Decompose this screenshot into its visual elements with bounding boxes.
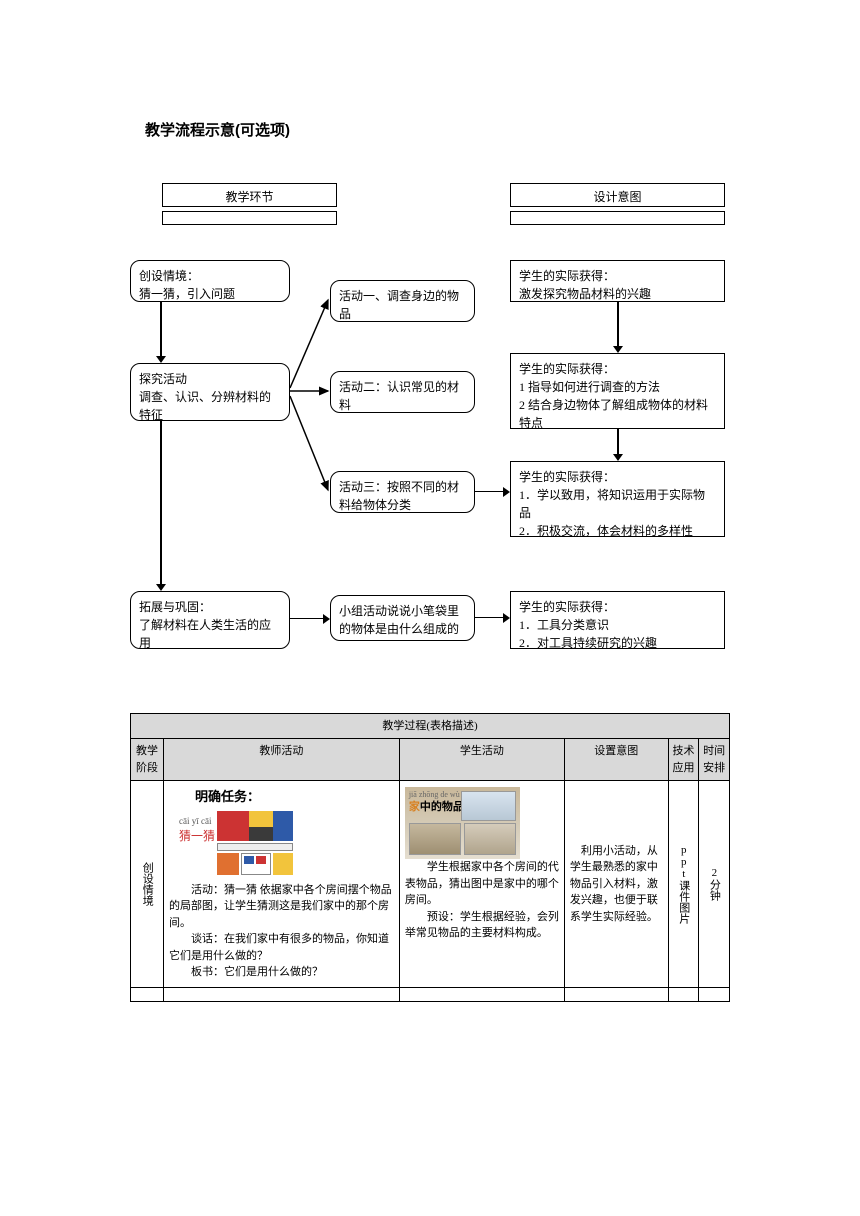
group-activity: 小组活动说说小笔袋里的物体是由什么组成的 [330, 595, 475, 641]
activity-3: 活动三：按照不同的材料给物体分类 [330, 471, 475, 513]
process-table: 教学过程(表格描述) 教学阶段 教师活动 学生活动 设置意图 技术应用 时间安排… [130, 713, 730, 1002]
table-row: 创设情境 明确任务： cāi yī cāi 猜一猜 活动：猜一猜 依据家中各个房… [131, 781, 730, 988]
node-explore: 探究活动 调查、认识、分辨材料的特征 [130, 363, 290, 421]
teacher-p3: 板书：它们是用什么做的？ [169, 964, 394, 981]
r4-l1: 1．工具分类意识 [519, 616, 716, 634]
cell-stage: 创设情境 [131, 781, 164, 988]
r4-t: 学生的实际获得： [519, 598, 716, 616]
teacher-p2: 谈话：在我们家中有很多的物品，你知道它们是用什么做的？ [169, 931, 394, 964]
r4-l2: 2．对工具持续研究的兴趣 [519, 634, 716, 652]
th-teacher: 教师活动 [164, 739, 400, 781]
header-left: 教学环节 [162, 183, 337, 207]
th-student: 学生活动 [399, 739, 564, 781]
th-intent: 设置意图 [564, 739, 668, 781]
result-2: 学生的实际获得： 1 指导如何进行调查的方法 2 结合身边物体了解组成物体的材料… [510, 353, 725, 429]
cell-teacher: 明确任务： cāi yī cāi 猜一猜 活动：猜一猜 依据家中各个房间摆个物品… [164, 781, 400, 988]
student-p1: 学生根据家中各个房间的代表物品，猜出图中是家中的哪个房间。 [405, 859, 559, 909]
result-1: 学生的实际获得： 激发探究物品材料的兴趣 [510, 260, 725, 302]
th-tech: 技术应用 [668, 739, 699, 781]
th-stage: 教学阶段 [131, 739, 164, 781]
r1-t: 学生的实际获得： [519, 267, 716, 285]
header-right-under [510, 211, 725, 225]
node-extend: 拓展与巩固： 了解材料在人类生活的应用 [130, 591, 290, 649]
student-p2: 预设：学生根据经验，会列举常见物品的主要材料构成。 [405, 909, 559, 942]
cell-intent: 利用小活动，从学生最熟悉的家中物品引入材料，激发兴趣，也便于联系学生实际经验。 [564, 781, 668, 988]
arrow-n3-group [290, 618, 324, 620]
cell-time: 2分钟 [699, 781, 730, 988]
n2-l2: 调查、认识、分辨材料的特征 [139, 388, 281, 424]
diag-lines [290, 278, 335, 528]
cell-student: jiā zhōng de wù pǐn 家中的物品 学生根据家中各个房间的代表物… [399, 781, 564, 988]
header-left-under [162, 211, 337, 225]
r3-l1: 1．学以致用，将知识运用于实际物品 [519, 486, 716, 522]
n3-l1: 拓展与巩固： [139, 598, 281, 616]
teacher-heading: 明确任务： [169, 787, 394, 807]
page-title: 教学流程示意(可选项) [145, 120, 730, 143]
th-time: 时间安排 [699, 739, 730, 781]
table-header-row: 教学阶段 教师活动 学生活动 设置意图 技术应用 时间安排 [131, 739, 730, 781]
arrow-g-r4 [475, 617, 504, 619]
activity-1: 活动一、调查身边的物品 [330, 280, 475, 322]
arrow-n1-n2 [160, 302, 162, 357]
table-empty-row [131, 987, 730, 1001]
r3-l2: 2．积极交流，体会材料的多样性 [519, 522, 716, 540]
activity-2: 活动二：认识常见的材料 [330, 371, 475, 413]
arrow-n2-n3 [160, 421, 162, 585]
table-caption: 教学过程(表格描述) [131, 713, 730, 739]
n1-l2: 猜一猜，引入问题 [139, 285, 281, 303]
result-3: 学生的实际获得： 1．学以致用，将知识运用于实际物品 2．积极交流，体会材料的多… [510, 461, 725, 537]
arrow-r1-r2 [617, 302, 619, 347]
r2-l2: 2 结合身边物体了解组成物体的材料特点 [519, 396, 716, 432]
r1-l1: 激发探究物品材料的兴趣 [519, 285, 716, 303]
r2-l1: 1 指导如何进行调查的方法 [519, 378, 716, 396]
arrow-a3-r3 [475, 491, 504, 493]
img-redtext: 猜一猜 [179, 827, 215, 845]
result-4: 学生的实际获得： 1．工具分类意识 2．对工具持续研究的兴趣 [510, 591, 725, 649]
arrow-r2-r3 [617, 429, 619, 455]
header-right: 设计意图 [510, 183, 725, 207]
r2-t: 学生的实际获得： [519, 360, 716, 378]
n1-l1: 创设情境： [139, 267, 281, 285]
node-create-context: 创设情境： 猜一猜，引入问题 [130, 260, 290, 302]
teacher-image: cāi yī cāi 猜一猜 [169, 807, 299, 882]
n2-l1: 探究活动 [139, 370, 281, 388]
student-image: jiā zhōng de wù pǐn 家中的物品 [405, 787, 520, 859]
cell-tech: ppt课件图片 [668, 781, 699, 988]
student-img-title: 家中的物品 [409, 799, 464, 816]
n3-l2: 了解材料在人类生活的应用 [139, 616, 281, 652]
r3-t: 学生的实际获得： [519, 468, 716, 486]
teacher-p1: 活动：猜一猜 依据家中各个房间摆个物品的局部图，让学生猜测这是我们家中的那个房间… [169, 882, 394, 932]
flowchart: 教学环节 设计意图 创设情境： 猜一猜，引入问题 探究活动 调查、认识、分辨材料… [130, 183, 730, 683]
